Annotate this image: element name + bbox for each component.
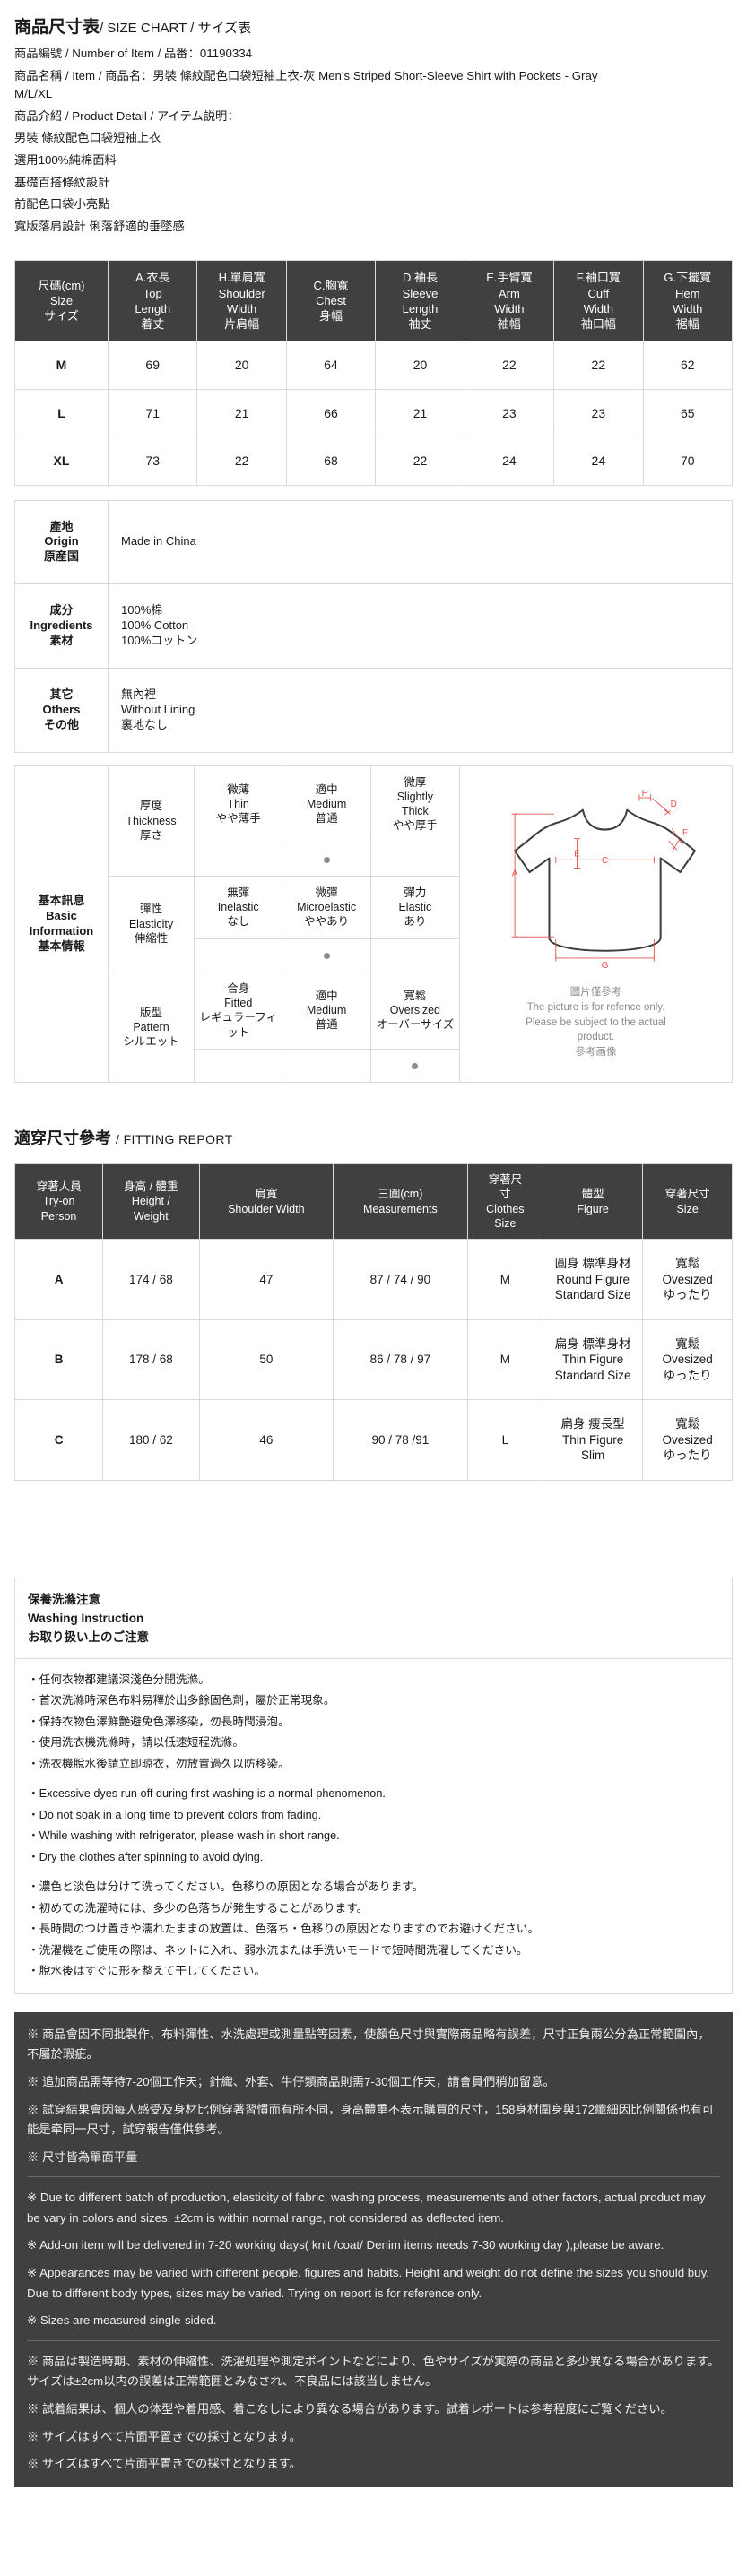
svg-text:A: A bbox=[512, 869, 518, 879]
svg-text:C: C bbox=[602, 856, 608, 866]
svg-text:F: F bbox=[682, 828, 688, 838]
svg-text:E: E bbox=[574, 850, 580, 860]
svg-text:G: G bbox=[602, 961, 609, 971]
svg-text:H: H bbox=[642, 789, 648, 799]
svg-text:D: D bbox=[671, 800, 677, 809]
